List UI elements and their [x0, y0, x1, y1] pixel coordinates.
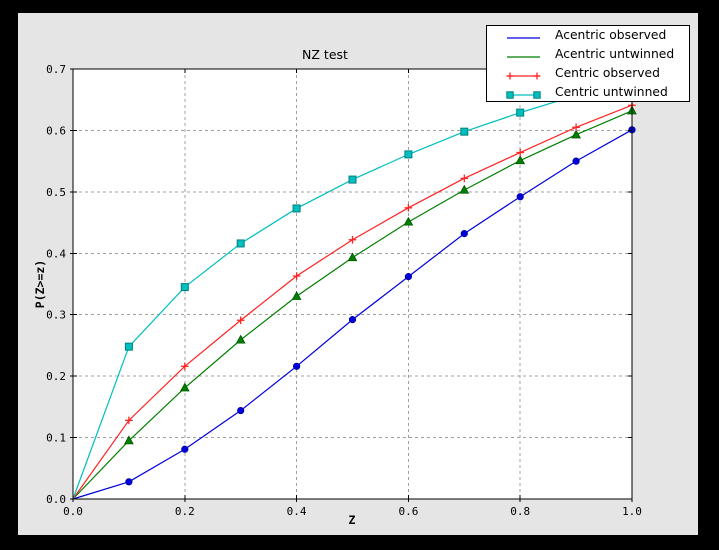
legend-line-sample	[505, 86, 542, 99]
chart-title: NZ test	[302, 47, 348, 62]
legend-row: Acentric untwinned	[487, 45, 689, 64]
data-point-square	[404, 150, 413, 159]
data-point-triangle	[347, 252, 358, 262]
x-tick-label: 0.6	[398, 505, 418, 518]
y-tick-label: 0.7	[46, 63, 66, 76]
x-axis-label: Z	[348, 513, 356, 527]
y-axis-label: P(Z>=z)	[33, 259, 47, 309]
figure-canvas: 0.0 0.2 0.4 0.6 0.8 1.0 0.0 0.1 0.2 0.3 0.4 0.5 0.6 0…	[18, 13, 698, 535]
legend-row: Centric observed	[487, 64, 689, 83]
y-tick-label: 0.6	[46, 124, 66, 137]
data-point-square	[460, 127, 469, 136]
x-tick-label: 0.2	[175, 505, 195, 518]
plot-area: 0.0 0.2 0.4 0.6 0.8 1.0 0.0 0.1 0.2 0.3 0.4 0.5 0.6 0…	[46, 63, 642, 518]
legend-line-sample	[505, 48, 542, 60]
legend-label: Acentric observed	[555, 28, 667, 43]
x-tick-label: 0.4	[287, 505, 307, 518]
legend-label: Centric untwinned	[555, 84, 668, 99]
x-tick-label: 1.0	[622, 505, 642, 518]
data-point-triangle	[459, 184, 470, 194]
data-point-triangle	[571, 129, 581, 139]
data-point-circle	[181, 445, 189, 453]
data-point-triangle	[179, 382, 190, 392]
plot-background	[73, 69, 632, 499]
y-tick-label: 0.4	[46, 247, 66, 260]
x-tick-label: 0.8	[510, 505, 530, 518]
data-point-triangle	[291, 291, 302, 300]
data-point-square	[348, 175, 357, 184]
legend-label: Centric observed	[555, 65, 660, 80]
y-tick-label: 0.3	[46, 309, 66, 322]
data-point-circle	[125, 478, 133, 486]
y-tick-label: 0.1	[46, 432, 66, 445]
data-point-square	[292, 204, 301, 213]
y-tick-label: 0.5	[46, 186, 66, 199]
legend-row: Acentric observed	[487, 26, 689, 45]
data-point-triangle	[124, 435, 134, 445]
data-point-circle	[404, 273, 412, 281]
legend-line-sample	[505, 67, 542, 80]
x-tick-label: 0.0	[63, 505, 83, 518]
data-point-square	[516, 108, 525, 117]
data-point-triangle	[403, 216, 414, 226]
data-point-circle	[237, 406, 245, 415]
data-point-circle	[460, 230, 468, 238]
y-tick-label: 0.0	[46, 493, 66, 506]
data-point-square	[236, 239, 245, 248]
data-point-square	[124, 342, 133, 351]
data-point-circle	[348, 316, 357, 324]
legend-line-sample	[505, 29, 542, 41]
data-point-square	[180, 283, 189, 292]
data-point-triangle	[515, 155, 526, 165]
legend-row: Centric untwinned	[487, 82, 689, 101]
data-point-circle	[572, 157, 580, 165]
legend-label: Acentric untwinned	[555, 47, 675, 62]
y-tick-label: 0.2	[46, 370, 66, 383]
legend: Acentric observed Acentric untwinned Cen…	[486, 25, 690, 102]
axes-border	[72, 68, 633, 500]
data-point-circle	[292, 362, 301, 370]
data-point-circle	[516, 193, 524, 201]
data-point-triangle	[235, 334, 246, 344]
